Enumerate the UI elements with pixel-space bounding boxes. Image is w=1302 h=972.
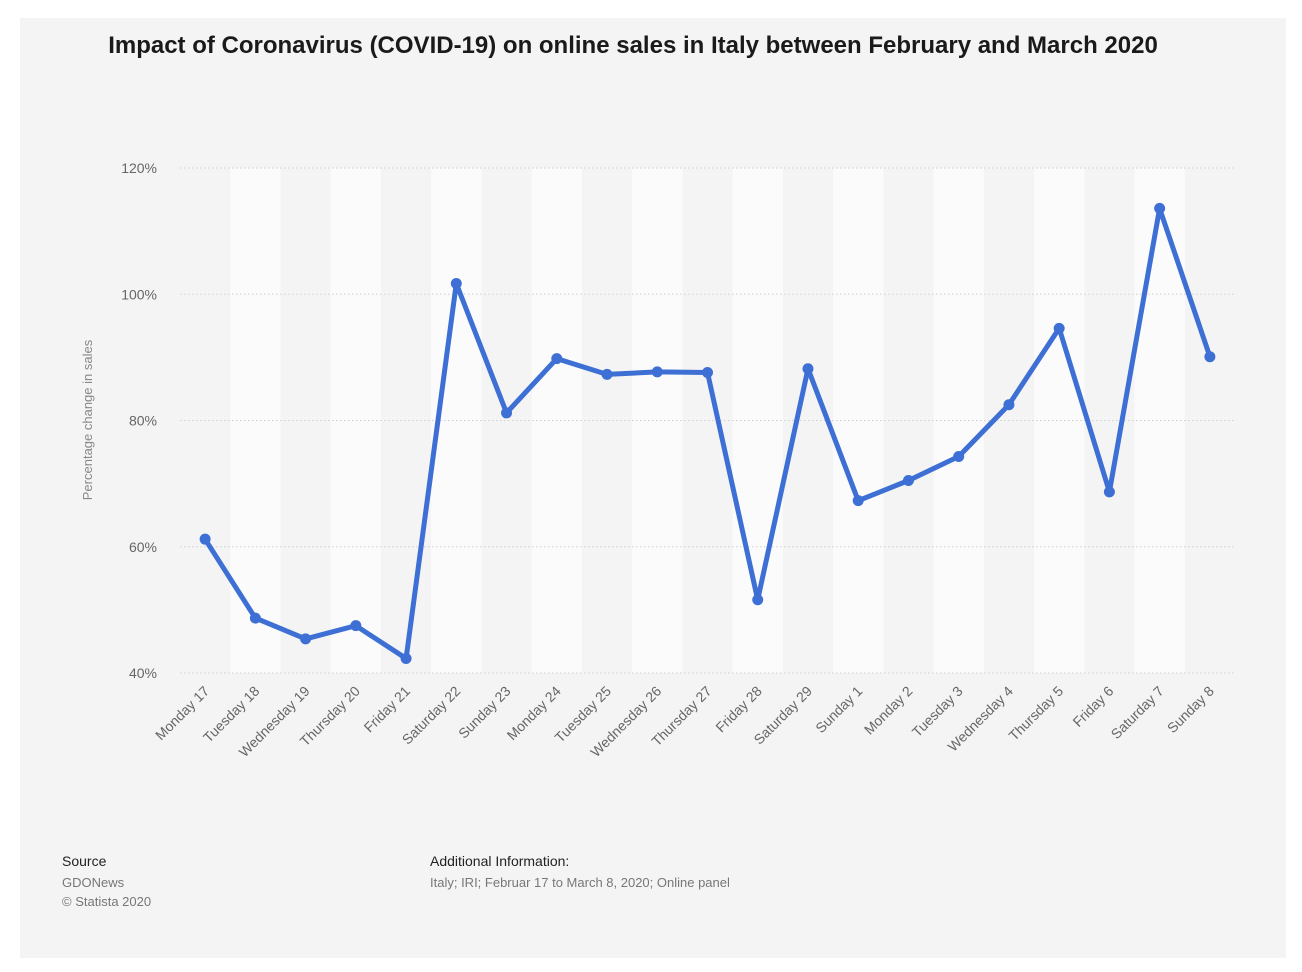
data-point[interactable] bbox=[1204, 351, 1216, 363]
chart-title: Impact of Coronavirus (COVID-19) on onli… bbox=[108, 32, 1158, 59]
data-point[interactable] bbox=[400, 652, 412, 664]
x-tick-label: Friday 21 bbox=[361, 683, 414, 736]
data-point[interactable] bbox=[199, 533, 211, 545]
data-point[interactable] bbox=[902, 474, 914, 486]
data-point[interactable] bbox=[501, 407, 513, 419]
y-tick-label: 40% bbox=[129, 665, 157, 681]
x-tick-label: Thursday 5 bbox=[1005, 683, 1066, 744]
data-point[interactable] bbox=[1003, 399, 1015, 411]
data-points bbox=[199, 202, 1216, 664]
y-tick-label: 80% bbox=[129, 413, 157, 429]
y-tick-label: 60% bbox=[129, 539, 157, 555]
data-point[interactable] bbox=[702, 367, 713, 379]
column-stripe bbox=[1034, 168, 1085, 673]
x-tick-label: Friday 28 bbox=[712, 683, 765, 736]
additional-info-text: Italy; IRI; Februar 17 to March 8, 2020;… bbox=[430, 875, 730, 890]
data-point[interactable] bbox=[802, 363, 814, 375]
x-tick-label: Friday 6 bbox=[1069, 683, 1116, 730]
data-point[interactable] bbox=[601, 368, 613, 380]
data-point[interactable] bbox=[249, 612, 261, 624]
x-tick-label: Saturday 7 bbox=[1108, 683, 1167, 742]
source-name[interactable]: GDONews bbox=[62, 875, 125, 890]
x-tick-label: Sunday 1 bbox=[812, 683, 865, 736]
y-tick-label: 100% bbox=[121, 286, 157, 302]
data-point[interactable] bbox=[1053, 322, 1065, 334]
copyright-text[interactable]: © Statista 2020 bbox=[62, 894, 152, 909]
x-tick-label: Monday 2 bbox=[861, 683, 916, 738]
data-point[interactable] bbox=[852, 495, 864, 507]
data-point[interactable] bbox=[651, 366, 663, 378]
data-point[interactable] bbox=[752, 594, 764, 606]
data-point[interactable] bbox=[300, 633, 312, 645]
x-tick-label: Sunday 8 bbox=[1164, 683, 1217, 736]
y-axis-label: Percentage change in sales bbox=[80, 339, 95, 500]
data-point[interactable] bbox=[350, 620, 362, 632]
y-axis-ticks: 40% 60% 80% 100% 120% bbox=[121, 160, 157, 681]
data-point[interactable] bbox=[1154, 202, 1166, 214]
data-point[interactable] bbox=[551, 353, 563, 365]
column-stripe bbox=[933, 168, 984, 673]
additional-info-label: Additional Information: bbox=[430, 853, 570, 869]
data-point[interactable] bbox=[450, 278, 462, 290]
data-point[interactable] bbox=[1103, 486, 1115, 498]
source-label: Source bbox=[62, 853, 107, 869]
data-point[interactable] bbox=[953, 450, 965, 462]
y-tick-label: 120% bbox=[121, 160, 157, 176]
